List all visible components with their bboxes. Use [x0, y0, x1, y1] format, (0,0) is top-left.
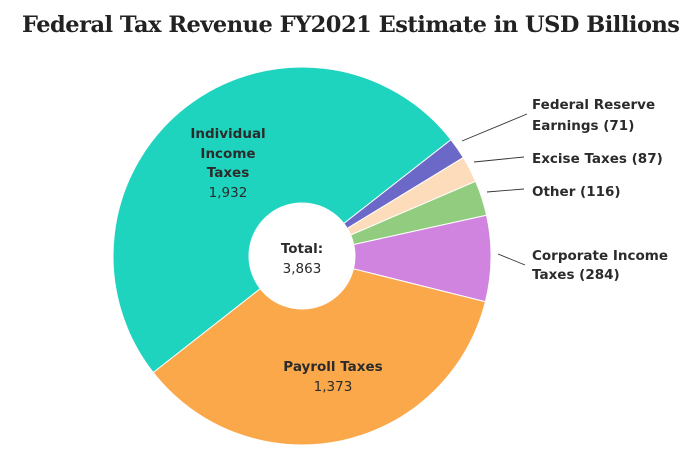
- excise-label: Excise Taxes (87): [532, 151, 663, 167]
- individual-label-1: Individual: [190, 126, 265, 142]
- payroll-value: 1,373: [314, 379, 353, 395]
- fed-reserve-label-1: Federal Reserve: [532, 97, 655, 113]
- payroll-label: Payroll Taxes: [283, 359, 382, 375]
- corporate-leader-line: [497, 253, 526, 266]
- center-total-value: 3,863: [283, 261, 322, 277]
- individual-label-3: Taxes: [207, 165, 249, 181]
- slice-individual-income-taxes: [112, 66, 452, 374]
- excise-leader-line: [473, 156, 525, 163]
- other-label: Other (116): [532, 184, 621, 200]
- slice-payroll-taxes: [152, 268, 486, 446]
- fed-reserve-leader-line: [461, 113, 528, 142]
- corporate-label-1: Corporate Income: [532, 248, 668, 264]
- individual-value: 1,932: [209, 185, 248, 201]
- other-leader-line: [486, 188, 525, 193]
- center-total-label: Total:: [281, 241, 323, 257]
- fed-reserve-label-2: Earnings (71): [532, 118, 634, 134]
- chart-title: Federal Tax Revenue FY2021 Estimate in U…: [22, 12, 680, 38]
- corporate-label-2: Taxes (284): [532, 267, 620, 283]
- individual-label-2: Income: [200, 146, 255, 162]
